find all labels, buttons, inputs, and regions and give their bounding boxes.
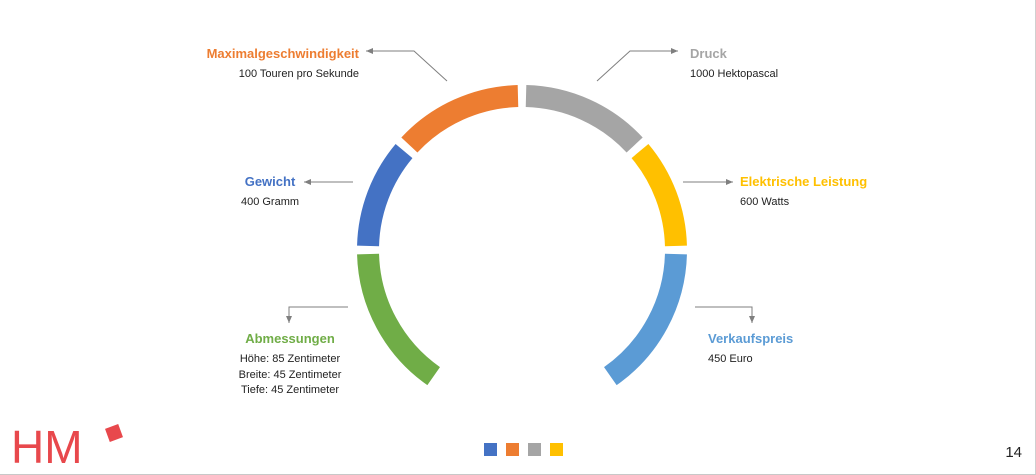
label-title: Maximalgeschwindigkeit: [206, 46, 359, 61]
label-lines: 450 Euro: [708, 352, 793, 368]
label-verkaufspreis: Verkaufspreis 450 Euro: [708, 331, 793, 368]
ring-segment-druck: [525, 85, 643, 153]
label-abmessungen: Abmessungen Höhe: 85 Zentimeter Breite: …: [220, 331, 360, 399]
label-line: Höhe: 85 Zentimeter: [239, 353, 341, 365]
label-title: Druck: [690, 46, 727, 61]
square-yellow: [550, 443, 563, 456]
label-lines: 400 Gramm: [230, 195, 310, 211]
label-lines: 1000 Hektopascal: [690, 67, 778, 83]
label-title: Gewicht: [244, 174, 296, 189]
ring-segment-elektrische-leistung: [631, 143, 687, 247]
svg-text:HM: HM: [11, 421, 83, 468]
label-line: 600 Watts: [740, 196, 790, 208]
ring-segments: [357, 85, 687, 386]
square-orange: [506, 443, 519, 456]
hm-logo: HM: [11, 418, 131, 473]
label-line: 100 Touren pro Sekunde: [238, 68, 359, 80]
label-line: 1000 Hektopascal: [690, 68, 779, 80]
label-title: Verkaufspreis: [708, 331, 794, 346]
label-lines: 600 Watts: [740, 195, 867, 211]
ring-segment-abmessungen: [357, 253, 441, 386]
label-gewicht: Gewicht 400 Gramm: [230, 174, 310, 211]
label-line: Breite: 45 Zentimeter: [238, 368, 342, 381]
ring-segment-maximalgeschwindigkeit: [401, 85, 519, 153]
square-blue: [484, 443, 497, 456]
label-line: 400 Gramm: [240, 196, 300, 208]
label-druck: Druck 1000 Hektopascal: [690, 46, 778, 83]
label-title: Elektrische Leistung: [740, 174, 868, 189]
label-lines: 100 Touren pro Sekunde: [196, 67, 359, 83]
connector-verkaufspreis: [695, 306, 755, 323]
label-elektrische-leistung: Elektrische Leistung 600 Watts: [740, 174, 867, 211]
page-number: 14: [1005, 444, 1022, 461]
connector-druck: [596, 48, 678, 82]
connector-abmessungen: [286, 306, 348, 323]
label-line: Tiefe: 45 Zentimeter: [240, 384, 340, 396]
square-gray: [528, 443, 541, 456]
hm-logo-icon: HM: [11, 421, 123, 473]
connector-maximalgeschwindigkeit: [366, 48, 448, 82]
label-title: Abmessungen: [245, 331, 335, 346]
label-maximalgeschwindigkeit: Maximalgeschwindigkeit 100 Touren pro Se…: [196, 46, 359, 83]
ring-segment-gewicht: [357, 143, 413, 247]
color-squares: [484, 443, 563, 456]
ring-segment-verkaufspreis: [603, 253, 687, 386]
connector-lines: [286, 48, 755, 323]
label-lines: Höhe: 85 Zentimeter Breite: 45 Zentimete…: [220, 352, 360, 399]
label-line: 450 Euro: [708, 353, 753, 365]
